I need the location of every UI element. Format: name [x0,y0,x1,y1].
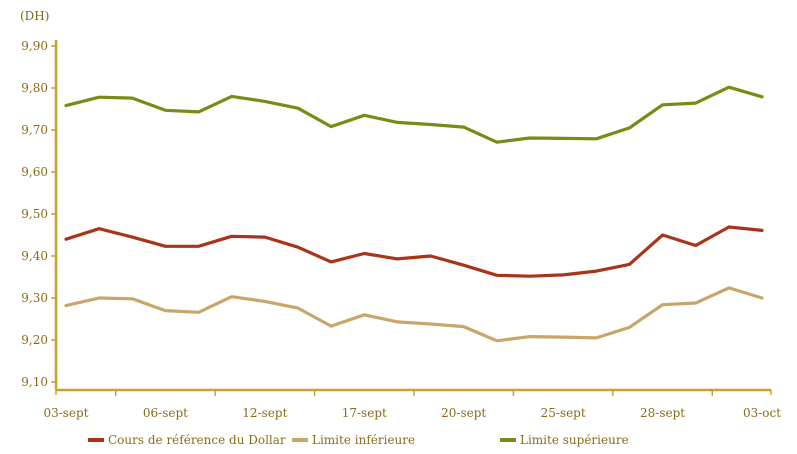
y-tick-label: 9,60 [21,165,48,179]
legend-label-1: Limite inférieure [312,433,415,447]
legend-label-0: Cours de référence du Dollar [108,433,286,447]
y-tick-label: 9,10 [21,375,48,389]
y-tick-label: 9,40 [21,249,48,263]
series-line-1 [64,286,764,343]
y-tick-label: 9,20 [21,333,48,347]
y-tick-label: 9,50 [21,207,48,221]
series-layer [64,85,764,343]
legend-label-2: Limite supérieure [520,433,629,447]
y-tick-label: 9,90 [21,39,48,53]
x-tick-label: 17-sept [342,406,387,420]
x-tick-label: 25-sept [541,406,586,420]
x-tick-label: 06-sept [143,406,188,420]
x-tick-label: 12-sept [242,406,287,420]
series-line-2 [64,85,764,144]
x-tick-label: 03-sept [43,406,88,420]
y-tick-label: 9,80 [21,81,48,95]
axes: 9,10 9,20 9,30 9,40 9,50 9,60 9,70 9,80 9,90 03-s… [21,39,781,420]
x-tick-label: 20-sept [441,406,486,420]
unit-label: (DH) [20,9,49,23]
y-tick-label: 9,30 [21,291,48,305]
y-tick-label: 9,70 [21,123,48,137]
legend: Cours de référence du Dollar Limite infér… [88,433,629,447]
x-tick-label: 28-sept [640,406,685,420]
x-tick-label: 03-oct [743,406,781,420]
series-line-0 [64,225,764,278]
